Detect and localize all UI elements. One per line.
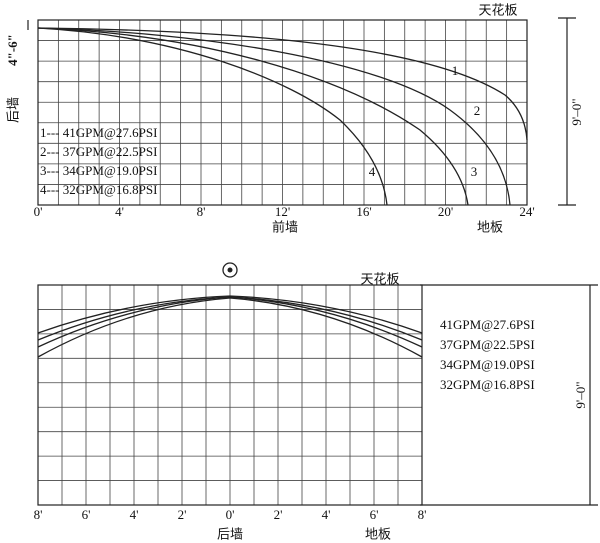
spray-curve — [37, 27, 528, 141]
x-tick-label: 4' — [115, 204, 124, 219]
sprinkler-symbol — [227, 267, 233, 273]
spray-curve — [37, 296, 423, 348]
x-tick-label: 8' — [197, 204, 206, 219]
spray-curve — [37, 27, 511, 206]
x-tick-label: 16' — [356, 204, 371, 219]
x-tick-label: 12' — [275, 204, 290, 219]
spray-curve — [37, 295, 423, 334]
legend-entry: 2--- 37GPM@22.5PSI — [40, 144, 157, 159]
curve-label: 1 — [452, 63, 459, 78]
curve-label: 2 — [474, 103, 481, 118]
offset-label: 4"-6" — [5, 34, 20, 66]
legend-entry: 34GPM@19.0PSI — [440, 357, 535, 372]
spray-curve — [37, 27, 388, 206]
x-tick-label: 24' — [519, 204, 534, 219]
curve-label: 3 — [471, 164, 478, 179]
curve-label: 4 — [369, 164, 376, 179]
x-tick-label: 6' — [370, 507, 379, 522]
top-frame — [37, 19, 528, 206]
legend-entry: 4--- 32GPM@16.8PSI — [40, 182, 157, 197]
legend-entry: 3--- 34GPM@19.0PSI — [40, 163, 157, 178]
labels: 0' 4' 8' 12' 16' 20' 24' 1--- 41GPM@27.6PSI 2---… — [34, 125, 535, 522]
legend-entry: 32GPM@16.8PSI — [440, 377, 535, 392]
x-tick-label: 2' — [274, 507, 283, 522]
rear-wall-label: 后墙 — [7, 97, 22, 123]
x-tick-label: 8' — [34, 507, 43, 522]
legend-entry: 1--- 41GPM@27.6PSI — [40, 125, 157, 140]
ceiling-label: 天花板 — [478, 3, 517, 19]
x-tick-label: 0' — [226, 507, 235, 522]
floor-label: 地板 — [365, 528, 391, 543]
floor-label: 地板 — [477, 221, 503, 236]
grids — [38, 20, 527, 505]
legend-entry: 37GPM@22.5PSI — [440, 337, 535, 352]
sprinkler-symbol — [222, 262, 238, 278]
x-tick-label: 0' — [34, 204, 43, 219]
front-wall-label: 前墙 — [272, 220, 298, 236]
x-tick-label: 20' — [438, 204, 453, 219]
bottom-frame — [37, 284, 423, 506]
spray-curve — [37, 297, 423, 358]
height-label: 9'–0" — [573, 381, 588, 408]
spray-curve — [37, 27, 469, 206]
rear-wall-label: 后墙 — [217, 528, 243, 543]
x-tick-label: 8' — [418, 507, 427, 522]
x-tick-label: 4' — [130, 507, 139, 522]
legend-entry: 41GPM@27.6PSI — [440, 317, 535, 332]
height-label: 9'–0" — [569, 98, 584, 125]
x-tick-label: 2' — [178, 507, 187, 522]
ceiling-label: 天花板 — [360, 272, 399, 288]
x-tick-label: 6' — [82, 507, 91, 522]
x-tick-label: 4' — [322, 507, 331, 522]
